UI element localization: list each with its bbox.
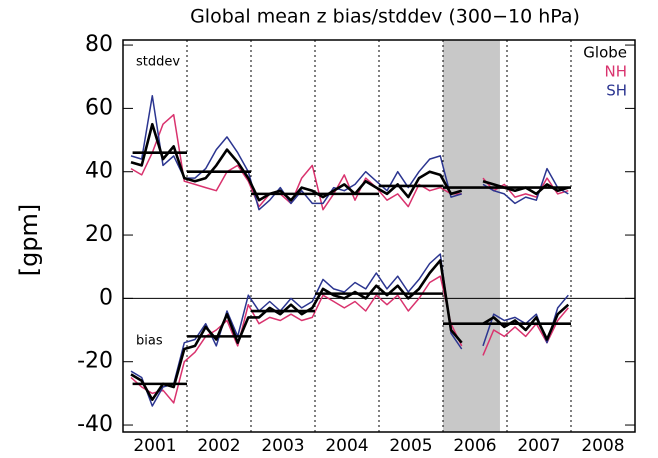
y-tick-label: 40 [85,159,113,184]
x-tick-label: 2005 [389,436,432,456]
legend-entry: NH [605,63,628,81]
annotation: stddev [136,55,180,70]
series-line [130,113,569,211]
plot-frame [122,39,636,433]
series-line [130,253,569,407]
y-tick-label: 80 [85,32,113,57]
x-tick-label: 2008 [581,436,624,456]
series-line [130,259,570,401]
chart-title: Global mean z bias/stddev (300−10 hPa) [190,6,580,28]
legend-entry: Globe [583,44,627,62]
y-tick-label: -20 [77,349,113,374]
y-tick-label: 60 [85,95,113,120]
y-tick-label: 0 [99,285,113,310]
x-tick-label: 2006 [453,436,496,456]
x-tick-label: 2003 [261,436,304,456]
y-axis-label: [gpm] [15,204,43,277]
x-tick-label: 2004 [325,436,368,456]
y-tick-label: 20 [85,222,113,247]
x-tick-label: 2002 [197,436,240,456]
shaded-period [443,40,500,432]
annotation: bias [136,334,163,349]
x-tick-label: 2007 [517,436,560,456]
y-tick-label: -40 [77,412,113,437]
legend-entry: SH [606,82,627,100]
x-tick-label: 2001 [133,436,176,456]
series-line [130,275,569,404]
